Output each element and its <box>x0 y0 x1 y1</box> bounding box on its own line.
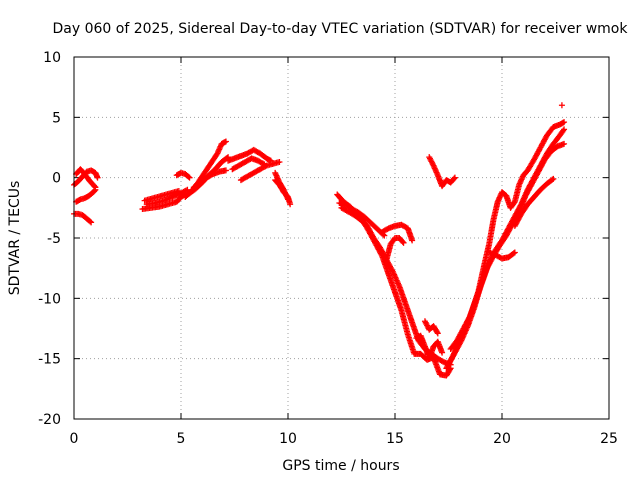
data-point <box>287 201 294 208</box>
data-series <box>143 186 191 208</box>
data-point <box>561 140 568 147</box>
data-series <box>421 318 441 337</box>
data-series <box>334 191 454 379</box>
data-point <box>561 119 568 126</box>
data-point <box>222 138 229 145</box>
y-axis-label: SDTVAR / TECUs <box>7 181 23 296</box>
data-point <box>439 349 446 356</box>
data-point <box>94 174 101 181</box>
data-series <box>141 187 182 204</box>
x-tick-label: 15 <box>386 431 404 447</box>
data-point <box>400 239 407 246</box>
data-point <box>87 218 94 225</box>
data-point <box>186 174 193 181</box>
data-point <box>92 184 99 191</box>
data-point <box>184 186 191 193</box>
data-points <box>71 102 568 379</box>
data-point <box>558 102 565 109</box>
y-tick-label: 5 <box>52 110 61 126</box>
x-tick-label: 5 <box>177 431 186 447</box>
data-point <box>511 249 518 256</box>
data-point <box>561 126 568 133</box>
data-series <box>379 221 416 244</box>
data-point <box>560 127 567 134</box>
data-series <box>383 235 407 263</box>
x-tick-label: 0 <box>70 431 79 447</box>
data-series <box>190 167 229 191</box>
y-tick-label: -20 <box>38 412 61 428</box>
x-tick-label: 25 <box>600 431 618 447</box>
data-series <box>426 154 458 190</box>
data-point <box>175 187 182 194</box>
data-series <box>445 140 568 368</box>
data-point <box>185 173 192 180</box>
data-point <box>262 163 269 170</box>
y-tick-label: -15 <box>38 352 61 368</box>
data-point <box>549 176 556 183</box>
data-series <box>413 332 446 362</box>
grid-lines <box>74 57 609 419</box>
data-point <box>466 314 473 321</box>
data-series <box>486 249 518 262</box>
tick-labels: 0 5 10 15 20 25 -20 -15 -10 -5 0 5 10 <box>38 50 618 447</box>
data-point <box>222 167 229 174</box>
chart-title: Day 060 of 2025, Sidereal Day-to-day VTE… <box>53 21 629 37</box>
y-tick-label: -10 <box>38 291 61 307</box>
data-point <box>434 330 441 337</box>
data-point <box>381 232 388 239</box>
data-series <box>73 166 99 191</box>
data-point <box>276 158 283 165</box>
plot-frame <box>73 56 610 420</box>
data-series <box>336 200 388 239</box>
data-series <box>558 102 565 109</box>
data-series <box>511 175 557 229</box>
data-point <box>91 183 98 190</box>
x-axis-label: GPS time / hours <box>282 458 399 474</box>
data-point <box>510 200 517 207</box>
data-point <box>285 196 291 203</box>
data-point <box>88 219 95 226</box>
data-point <box>399 238 406 245</box>
data-series <box>447 126 568 353</box>
data-point <box>550 175 557 182</box>
y-tick-label: 10 <box>43 50 61 66</box>
data-series <box>173 169 193 181</box>
data-series <box>237 158 283 184</box>
y-tick-label: -5 <box>47 231 61 247</box>
y-tick-label: 0 <box>52 171 61 187</box>
data-point <box>451 175 458 182</box>
data-point <box>409 237 416 244</box>
data-point <box>510 250 517 257</box>
data-series <box>229 155 268 173</box>
data-series <box>225 146 274 164</box>
x-tick-label: 10 <box>279 431 297 447</box>
x-tick-label: 20 <box>493 431 511 447</box>
data-point <box>451 174 458 181</box>
data-series <box>272 169 291 203</box>
data-series <box>139 191 189 213</box>
data-series <box>73 186 99 205</box>
data-point <box>183 187 190 194</box>
data-point <box>434 329 441 336</box>
